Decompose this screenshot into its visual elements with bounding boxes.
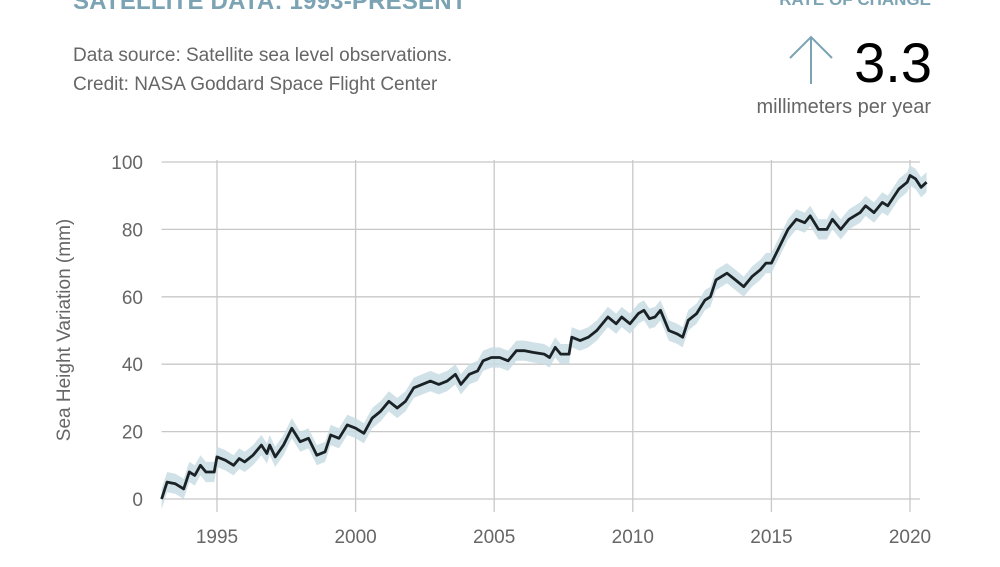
y-tick-label: 0 — [132, 490, 143, 511]
y-tick-label: 100 — [111, 153, 143, 174]
arrow-up-icon — [789, 35, 833, 84]
x-tick-label: 2020 — [889, 527, 931, 548]
rate-label: RATE OF CHANGE — [779, 0, 931, 10]
x-ticks: 1995 2000 2005 2010 2015 2020 — [196, 527, 931, 548]
x-tick-label: 2015 — [750, 527, 792, 548]
y-axis-label: Sea Height Variation (mm) — [54, 219, 75, 441]
chart-title: SATELLITE DATA: 1993-PRESENT — [73, 0, 467, 15]
y-ticks: 0 20 40 60 80 100 — [111, 153, 143, 511]
data-source: Data source: Satellite sea level observa… — [73, 45, 453, 66]
rate-unit: millimeters per year — [756, 96, 931, 118]
y-tick-label: 80 — [122, 220, 143, 241]
x-tick-label: 1995 — [196, 527, 238, 548]
credit: Credit: NASA Goddard Space Flight Center — [73, 74, 438, 95]
y-tick-label: 60 — [122, 288, 143, 309]
x-tick-label: 2010 — [612, 527, 654, 548]
y-tick-label: 40 — [122, 355, 143, 376]
uncertainty-band — [161, 165, 927, 510]
rate-value: 3.3 — [854, 31, 932, 94]
sea-level-line — [160, 174, 928, 500]
x-tick-label: 2000 — [334, 527, 376, 548]
y-tick-label: 20 — [122, 423, 143, 444]
x-tick-label: 2005 — [473, 527, 515, 548]
